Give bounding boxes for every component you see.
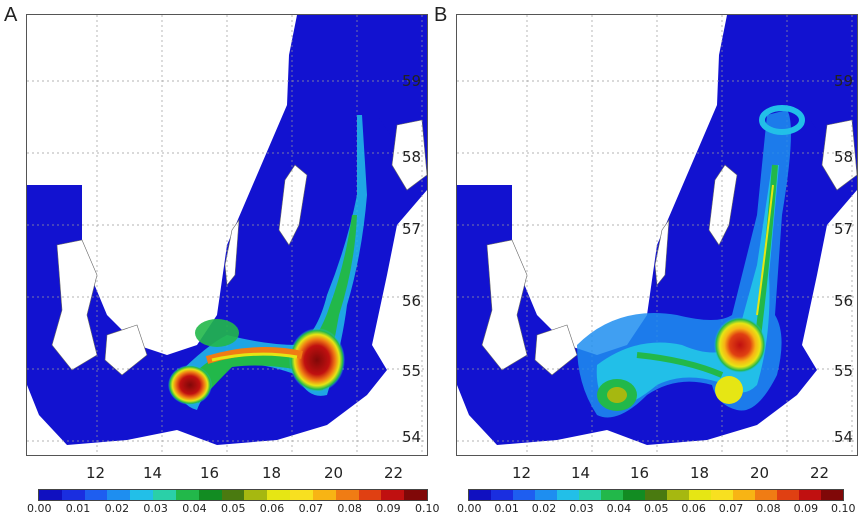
panel-a-y-tick: 56 [402, 292, 422, 310]
panel-b-x-tick: 14 [571, 464, 591, 482]
colorbar-label: 0.04 [606, 502, 632, 515]
concentration-plume-a [168, 115, 367, 410]
colorbar-swatch [799, 490, 821, 500]
colorbar-swatch [601, 490, 623, 500]
colorbar-swatch [61, 490, 85, 500]
colorbar-swatch [689, 490, 711, 500]
land-finland-islands [391, 119, 427, 191]
map-a-graphic [27, 15, 427, 455]
colorbar-label: 0.04 [182, 502, 207, 515]
panel-b-y-tick: 54 [834, 428, 854, 446]
colorbar-swatch [175, 490, 199, 500]
panel-a-x-tick: 20 [324, 464, 344, 482]
colorbar-label: 0.10 [831, 502, 856, 515]
colorbar-label: 0.05 [644, 502, 669, 515]
colorbar-swatch [777, 490, 799, 500]
colorbar-swatch [312, 490, 336, 500]
colorbar-swatch [535, 490, 557, 500]
colorbar-swatch [358, 490, 382, 500]
panel-a-y-tick: 57 [402, 220, 422, 238]
colorbar-swatch [513, 490, 535, 500]
panel-a-x-tick: 22 [384, 464, 404, 482]
colorbar-swatch [755, 490, 777, 500]
colorbar-label: 0.08 [337, 502, 362, 515]
panel-b-x-tick: 20 [750, 464, 770, 482]
colorbar-swatch [84, 490, 108, 500]
colorbar-swatch [491, 490, 513, 500]
colorbar-label: 0.09 [376, 502, 401, 515]
colorbar-swatch [221, 490, 245, 500]
colorbar-label: 0.01 [494, 502, 519, 515]
panel-b-y-tick: 55 [834, 362, 854, 380]
colorbar-label: 0.06 [259, 502, 285, 515]
colorbar-swatch [381, 490, 405, 500]
colorbar-swatch [623, 490, 645, 500]
colorbar-swatch [821, 490, 843, 500]
colorbar-swatch [153, 490, 176, 500]
colorbar-swatch [667, 490, 689, 500]
colorbar-swatch [290, 490, 313, 500]
colorbar-b [468, 489, 844, 501]
panel-a-x-tick: 12 [86, 464, 106, 482]
colorbar-swatch [267, 490, 291, 500]
colorbar-label: 0.07 [718, 502, 744, 515]
colorbar-label: 0.09 [793, 502, 819, 515]
colorbar-swatch [733, 490, 755, 500]
land-oland [224, 218, 240, 286]
colorbar-swatch [198, 490, 222, 500]
map-panel-b [456, 14, 858, 456]
panel-b-y-tick: 58 [834, 148, 854, 166]
panel-b-y-tick: 56 [834, 292, 854, 310]
colorbar-swatch [579, 490, 601, 500]
panel-a-y-tick: 58 [402, 148, 422, 166]
colorbar-label: 0.01 [65, 502, 91, 515]
panel-a-x-tick: 18 [262, 464, 282, 482]
land-oland [654, 218, 670, 286]
colorbar-label: 0.08 [756, 502, 781, 515]
colorbar-swatch [711, 490, 733, 500]
panel-a-label: A [4, 4, 18, 26]
colorbar-label: 0.03 [569, 502, 594, 515]
panel-a-y-tick: 55 [402, 362, 422, 380]
land-zealand [534, 324, 578, 376]
panel-b-x-tick: 16 [630, 464, 650, 482]
colorbar-label: 0.00 [457, 502, 482, 515]
colorbar-label: 0.06 [681, 502, 706, 515]
colorbar-swatch [335, 490, 359, 500]
panel-b-y-tick: 59 [834, 72, 854, 90]
colorbar-a [38, 489, 428, 501]
colorbar-swatch [130, 490, 154, 500]
colorbar-label: 0.03 [143, 502, 168, 515]
colorbar-label: 0.05 [221, 502, 246, 515]
land-finland-islands [821, 119, 857, 191]
colorbar-swatch [469, 490, 491, 500]
colorbar-swatch [557, 490, 579, 500]
colorbar-swatch [645, 490, 667, 500]
panel-b-y-tick: 57 [834, 220, 854, 238]
colorbar-swatch [107, 490, 131, 500]
panel-a-x-tick: 16 [200, 464, 220, 482]
panel-a-y-tick: 59 [402, 72, 422, 90]
colorbar-label: 0.02 [104, 502, 130, 515]
colorbar-label: 0.00 [27, 502, 52, 515]
map-panel-a [26, 14, 428, 456]
panel-b-x-tick: 22 [810, 464, 830, 482]
panel-a-y-tick: 54 [402, 428, 422, 446]
colorbar-label: 0.10 [415, 502, 440, 515]
colorbar-label: 0.07 [298, 502, 324, 515]
panel-a-x-tick: 14 [143, 464, 163, 482]
map-b-graphic [457, 15, 857, 455]
colorbar-swatch [404, 490, 428, 500]
concentration-plume-b [577, 105, 805, 418]
colorbar-swatch [39, 490, 62, 500]
panel-b-x-tick: 18 [690, 464, 710, 482]
panel-b-x-tick: 12 [512, 464, 532, 482]
panel-b-label: B [434, 4, 448, 26]
colorbar-swatch [244, 490, 268, 500]
colorbar-label: 0.02 [531, 502, 557, 515]
land-zealand [104, 324, 148, 376]
